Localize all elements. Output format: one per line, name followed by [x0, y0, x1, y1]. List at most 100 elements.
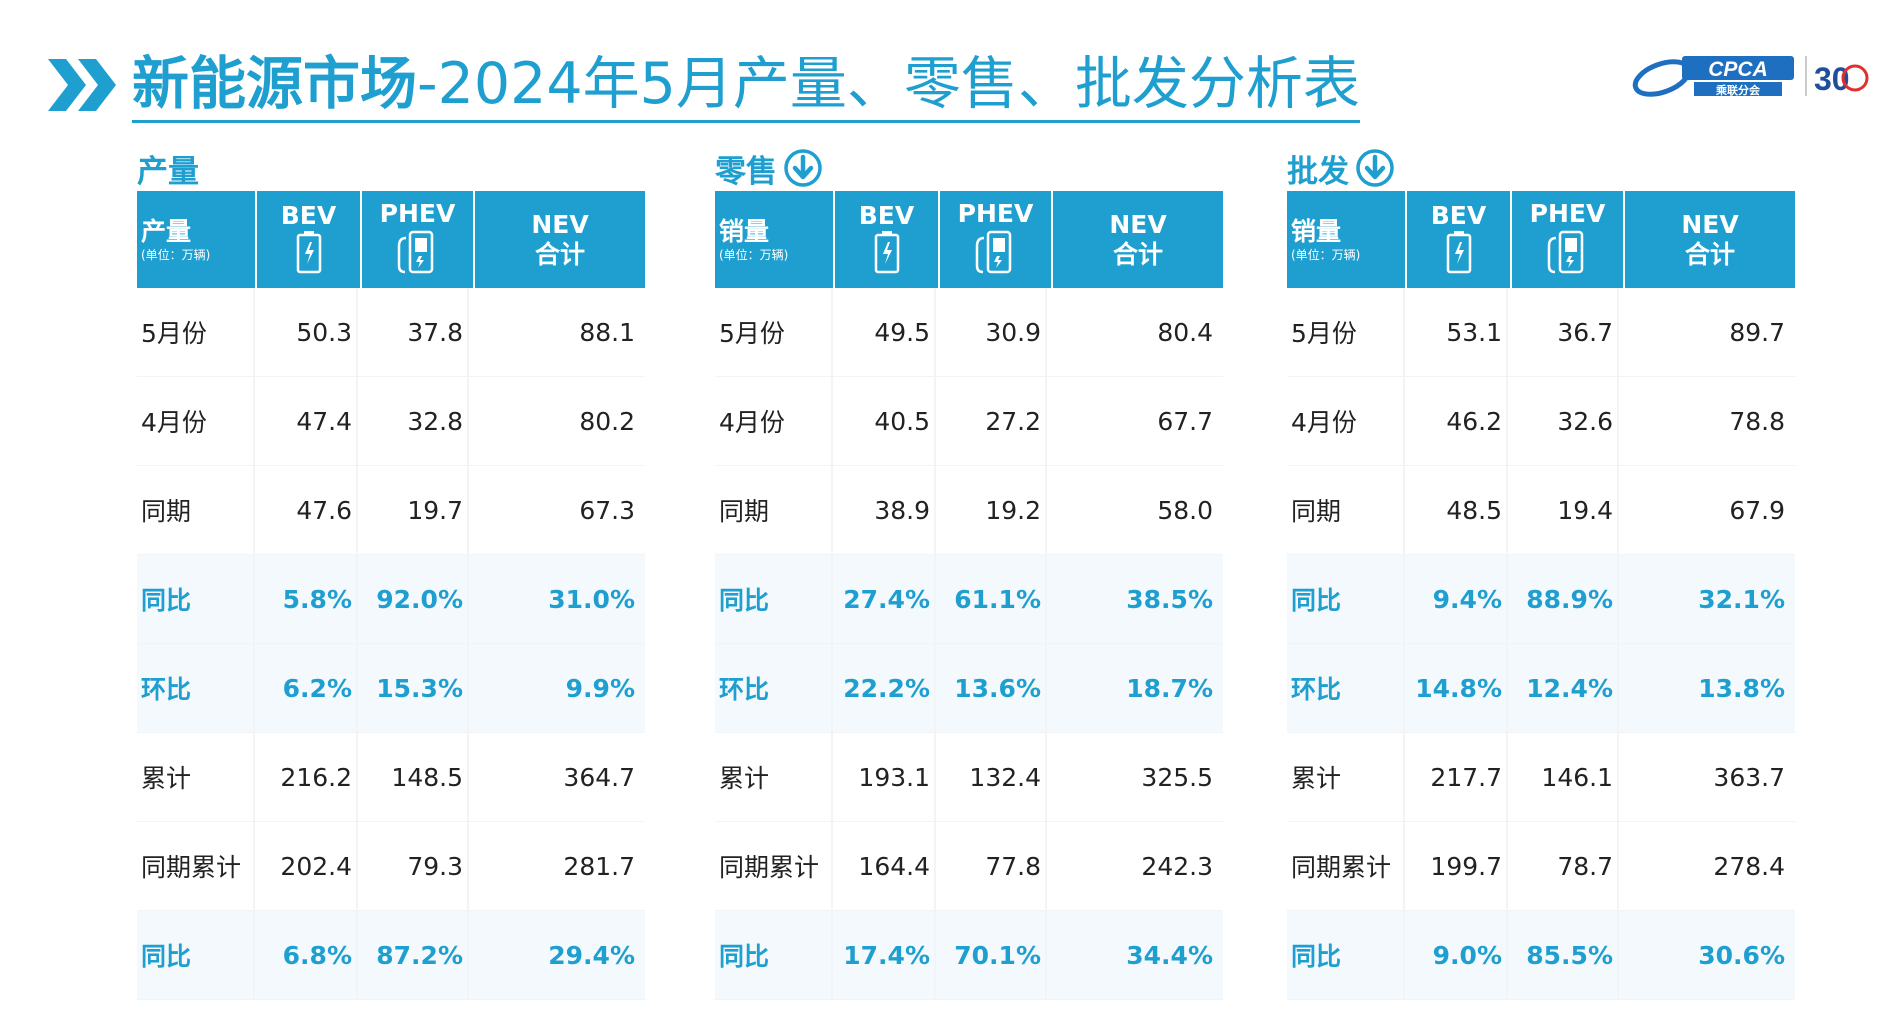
phev-value: 12.4%	[1508, 644, 1619, 732]
row-label: 同比	[715, 911, 833, 999]
bev-value: 47.4	[255, 377, 358, 465]
header-nev-line1: NEV	[531, 209, 589, 239]
charging-station-icon	[396, 228, 440, 280]
table-row: 同比 9.0% 85.5% 30.6%	[1287, 911, 1795, 1000]
bev-value: 5.8%	[255, 555, 358, 643]
header-nev-line2: 合计	[1112, 239, 1163, 269]
battery-icon	[1446, 230, 1472, 278]
bev-value: 6.8%	[255, 911, 358, 999]
table-row: 4月份 46.2 32.6 78.8	[1287, 377, 1795, 466]
row-label: 5月份	[1287, 288, 1405, 376]
header-phev-label: PHEV	[1529, 198, 1606, 228]
header-label: 销量	[1291, 216, 1342, 246]
nev-value: 88.1	[579, 317, 635, 347]
arrow-down-circle-icon	[1355, 148, 1395, 188]
bev-value: 202.4	[255, 822, 358, 910]
bev-value: 53.1	[1405, 288, 1508, 376]
row-label: 4月份	[715, 377, 833, 465]
nev-value: 29.4%	[548, 940, 635, 970]
header-unit: (单位：万辆)	[141, 247, 211, 262]
header-bev-label: BEV	[1430, 200, 1487, 230]
bev-value: 27.4%	[833, 555, 936, 643]
bev-value: 46.2	[1405, 377, 1508, 465]
table-row: 同期 48.5 19.4 67.9	[1287, 466, 1795, 555]
header-phev: PHEV	[1512, 191, 1623, 288]
table-row: 累计 216.2 148.5 364.7	[137, 733, 645, 822]
row-label: 4月份	[1287, 377, 1405, 465]
bev-value: 9.4%	[1405, 555, 1508, 643]
header-label-cell: 产量 (单位：万辆)	[137, 191, 255, 288]
phev-value: 61.1%	[936, 555, 1047, 643]
nev-value: 281.7	[563, 851, 635, 881]
row-label: 同比	[137, 555, 255, 643]
phev-value: 36.7	[1508, 288, 1619, 376]
header-phev: PHEV	[362, 191, 473, 288]
header-bev-label: BEV	[280, 200, 337, 230]
table-row: 累计 193.1 132.4 325.5	[715, 733, 1223, 822]
nev-value: 80.2	[579, 406, 635, 436]
bev-value: 50.3	[255, 288, 358, 376]
nev-value: 242.3	[1141, 851, 1213, 881]
table-row: 同期 47.6 19.7 67.3	[137, 466, 645, 555]
header-unit: (单位：万辆)	[719, 247, 789, 262]
battery-icon	[296, 230, 322, 278]
phev-value: 88.9%	[1508, 555, 1619, 643]
logo-text: CPCA	[1708, 58, 1768, 81]
bev-value: 38.9	[833, 466, 936, 554]
header-nev-line2: 合计	[534, 239, 585, 269]
bev-value: 6.2%	[255, 644, 358, 732]
header-nev: NEV 合计	[1625, 191, 1795, 288]
arrow-down-circle-icon	[783, 148, 823, 188]
phev-value: 92.0%	[358, 555, 469, 643]
bev-value: 17.4%	[833, 911, 936, 999]
phev-value: 85.5%	[1508, 911, 1619, 999]
table-row: 5月份 50.3 37.8 88.1	[137, 288, 645, 377]
header-phev-label: PHEV	[379, 198, 456, 228]
header-phev: PHEV	[940, 191, 1051, 288]
section-title: 产量	[137, 153, 199, 190]
nev-value: 364.7	[563, 762, 635, 792]
table-row: 环比 22.2% 13.6% 18.7%	[715, 644, 1223, 733]
nev-value: 363.7	[1713, 762, 1785, 792]
section-label: 批发	[1287, 145, 1795, 191]
header-bev: BEV	[1407, 191, 1510, 288]
nev-value: 38.5%	[1126, 584, 1213, 614]
charging-station-icon	[974, 228, 1018, 280]
phev-value: 13.6%	[936, 644, 1047, 732]
phev-value: 77.8	[936, 822, 1047, 910]
phev-value: 27.2	[936, 377, 1047, 465]
table-row: 累计 217.7 146.1 363.7	[1287, 733, 1795, 822]
bev-value: 193.1	[833, 733, 936, 821]
nev-value: 325.5	[1141, 762, 1213, 792]
charging-station-icon	[1546, 228, 1590, 280]
row-label: 同比	[715, 555, 833, 643]
row-label: 同期累计	[137, 822, 255, 910]
header-label: 销量	[719, 216, 770, 246]
row-label: 环比	[137, 644, 255, 732]
table-row: 同比 5.8% 92.0% 31.0%	[137, 555, 645, 644]
bev-value: 22.2%	[833, 644, 936, 732]
phev-value: 70.1%	[936, 911, 1047, 999]
phev-value: 19.4	[1508, 466, 1619, 554]
bev-value: 47.6	[255, 466, 358, 554]
row-label: 5月份	[137, 288, 255, 376]
header-phev-label: PHEV	[957, 198, 1034, 228]
table-row: 5月份 49.5 30.9 80.4	[715, 288, 1223, 377]
table-header: 产量 (单位：万辆) BEV PHEV NEV 合计	[137, 191, 645, 288]
table-row: 同比 27.4% 61.1% 38.5%	[715, 555, 1223, 644]
phev-value: 30.9	[936, 288, 1047, 376]
phev-value: 79.3	[358, 822, 469, 910]
double-chevron-right-icon	[46, 55, 118, 115]
section-title: 零售	[715, 153, 777, 190]
phev-value: 78.7	[1508, 822, 1619, 910]
table-row: 4月份 47.4 32.8 80.2	[137, 377, 645, 466]
battery-icon	[874, 230, 900, 278]
table-row: 环比 14.8% 12.4% 13.8%	[1287, 644, 1795, 733]
bev-value: 14.8%	[1405, 644, 1508, 732]
bev-value: 217.7	[1405, 733, 1508, 821]
nev-value: 18.7%	[1126, 673, 1213, 703]
row-label: 同比	[137, 911, 255, 999]
nev-value: 30.6%	[1698, 940, 1785, 970]
nev-value: 67.7	[1157, 406, 1213, 436]
bev-value: 40.5	[833, 377, 936, 465]
